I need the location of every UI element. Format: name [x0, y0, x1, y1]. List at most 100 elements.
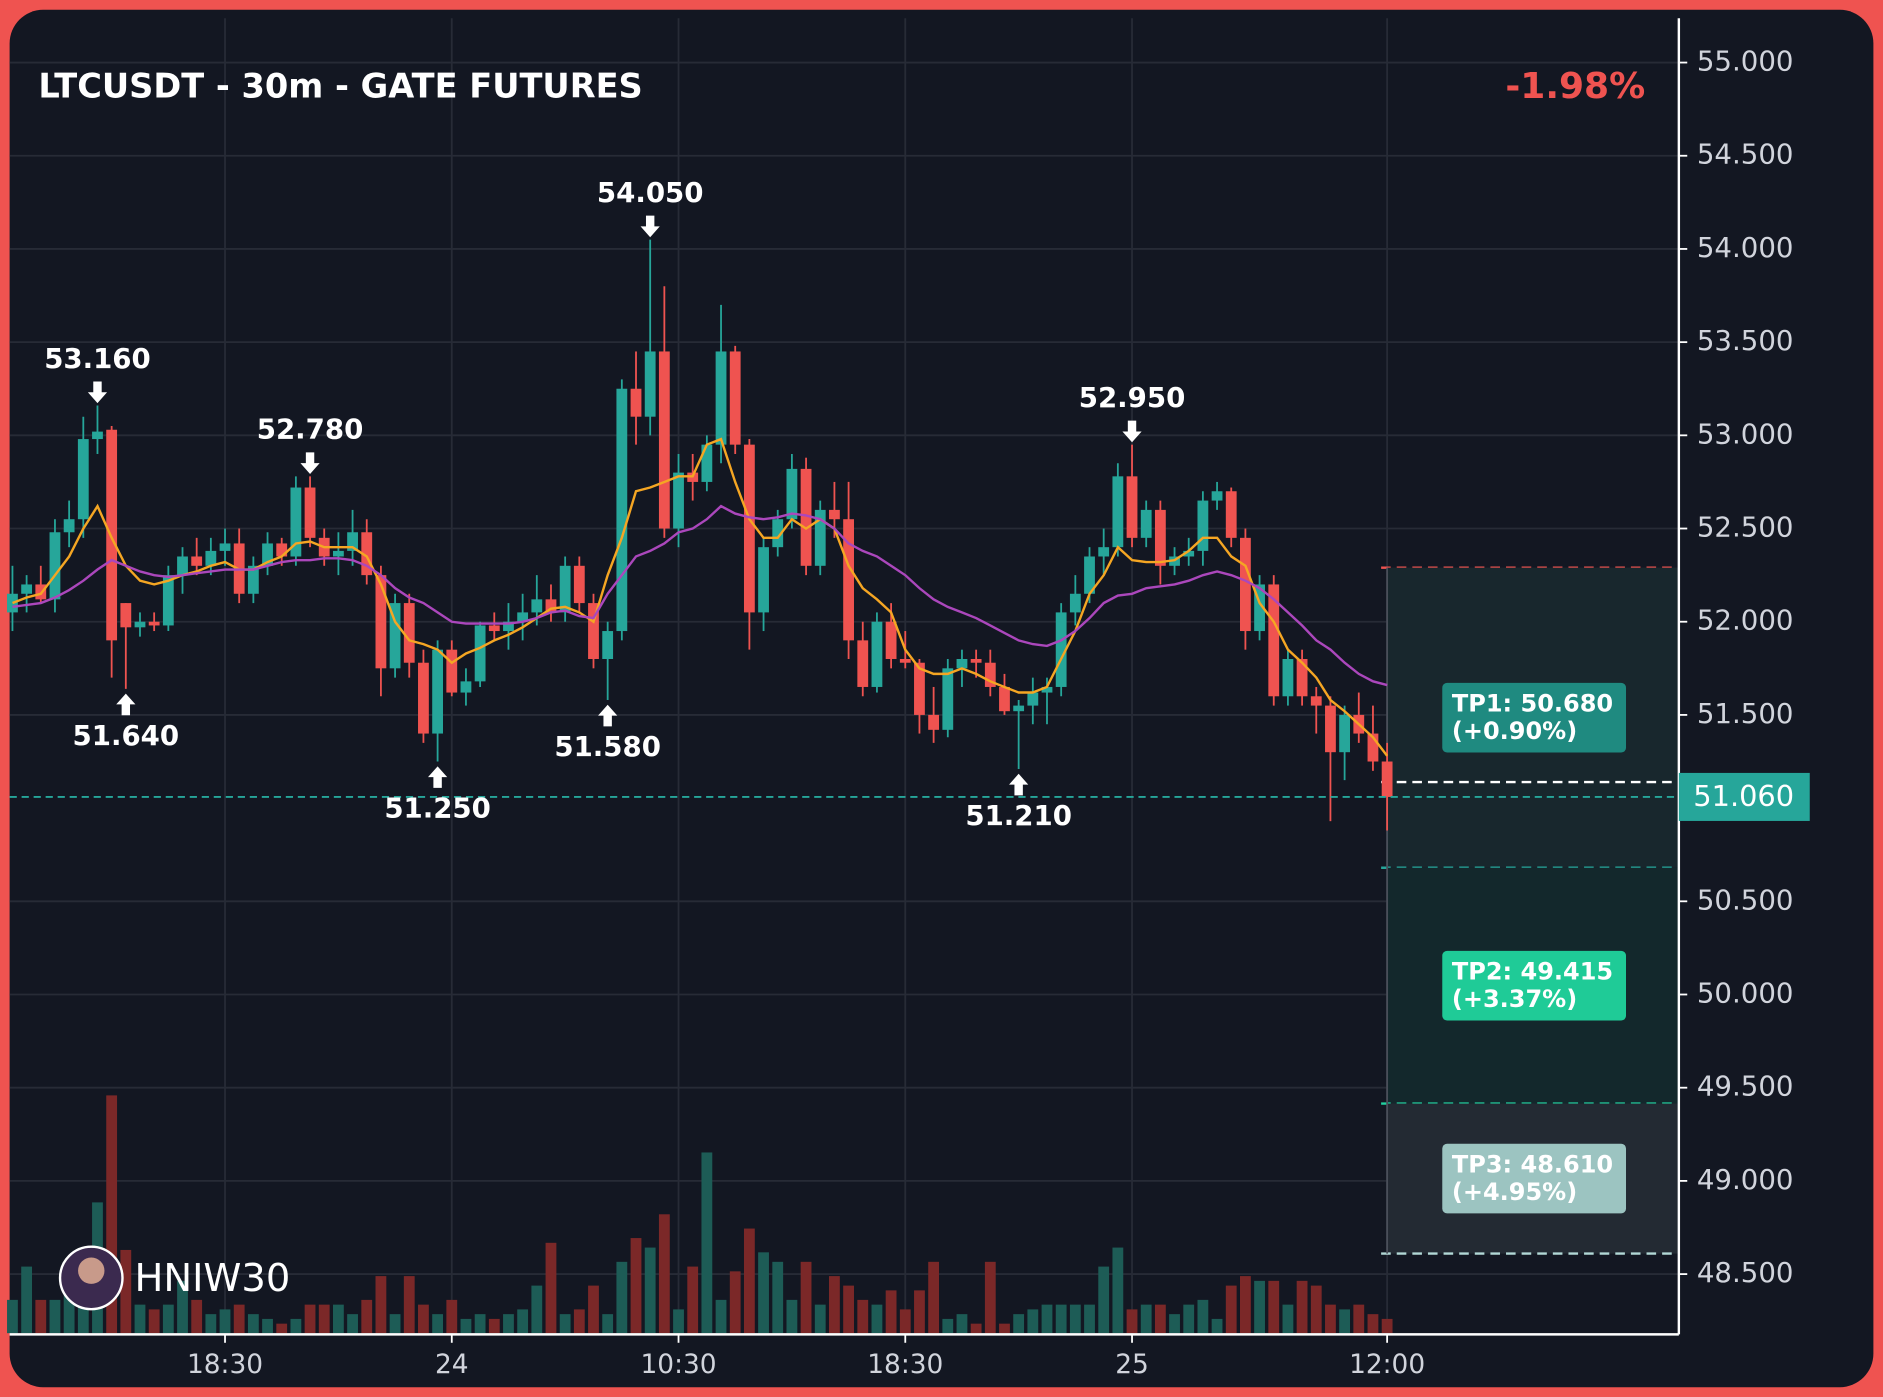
volume-bar — [644, 1247, 656, 1334]
candle-body — [134, 621, 146, 628]
volume-bar — [1055, 1304, 1067, 1334]
level-label: TP1: 50.680 — [1452, 690, 1613, 718]
ma-line — [12, 504, 1388, 687]
candle-body — [658, 351, 670, 529]
candle-body — [1211, 491, 1223, 501]
candle-body — [914, 662, 925, 715]
volume-bar — [616, 1261, 628, 1334]
axes: 55.000 54.500 54.000 53.500 53.000 52.500 52.0… — [9, 18, 1810, 1380]
volume-bar — [49, 1299, 61, 1334]
candle-body — [1325, 705, 1336, 753]
candle-body — [63, 519, 75, 533]
volume-bar — [1197, 1299, 1209, 1334]
volume-bar — [729, 1271, 741, 1334]
level-label: TP3: 48.610 — [1452, 1150, 1613, 1178]
candle-body — [800, 468, 812, 566]
volume-bar — [1098, 1266, 1110, 1334]
last-price-label: 51.060 — [1693, 779, 1794, 813]
volume-bar — [1353, 1304, 1365, 1334]
volume-bar — [1154, 1304, 1166, 1334]
low-label: 51.250 — [384, 792, 491, 825]
x-tick-label: 18:30 — [187, 1349, 263, 1380]
volume-bar — [899, 1309, 911, 1334]
candle-body — [984, 662, 996, 687]
candle-body — [503, 621, 514, 632]
candle-body — [389, 603, 401, 669]
volume-bar — [1069, 1304, 1081, 1334]
volume-bar — [290, 1318, 302, 1334]
candle-body — [361, 532, 373, 576]
candle-body — [1140, 509, 1152, 538]
high-label: 52.950 — [1079, 381, 1186, 414]
y-tick-label: 50.500 — [1697, 883, 1794, 916]
volume-bar — [177, 1280, 188, 1334]
volume-bar — [1041, 1304, 1053, 1334]
candle-body — [332, 550, 344, 557]
chart-title: LTCUSDT - 30m - GATE FUTURES — [38, 66, 642, 105]
volume-bar — [914, 1290, 925, 1334]
volume-bar — [673, 1309, 684, 1334]
y-tick-label: 51.500 — [1697, 697, 1794, 730]
candle-body — [1098, 547, 1110, 557]
candle-body — [885, 621, 897, 660]
candle-body — [474, 625, 486, 682]
volume-bar — [871, 1304, 883, 1334]
volume-bar — [332, 1304, 344, 1334]
candle-body — [247, 565, 259, 594]
avatar-face — [78, 1257, 105, 1284]
candle-body — [1013, 705, 1025, 712]
candle-body — [219, 543, 231, 551]
candle-body — [1296, 659, 1308, 697]
candle-body — [1225, 491, 1237, 538]
volume-bar — [984, 1261, 996, 1334]
candle-body — [49, 532, 61, 600]
volume-bar — [1268, 1280, 1280, 1334]
high-arrow — [1122, 420, 1142, 443]
low-label: 51.210 — [965, 799, 1072, 832]
volume-bar — [488, 1318, 500, 1334]
y-tick-label: 49.000 — [1697, 1163, 1794, 1196]
annotations: 53.160 51.640 52.780 51.250 51.580 54.050 51.2… — [44, 176, 1185, 832]
volume-bar — [7, 1299, 18, 1334]
high-label: 54.050 — [597, 176, 704, 209]
level-label: TP2: 49.415 — [1452, 957, 1613, 985]
volume-bar — [1140, 1304, 1152, 1334]
candle-body — [602, 631, 614, 660]
x-tick-label: 25 — [1115, 1349, 1149, 1380]
candle-body — [1254, 584, 1265, 632]
volume-bar — [1254, 1280, 1265, 1334]
volume-bar — [1211, 1318, 1223, 1334]
volume-bar — [205, 1314, 217, 1334]
volume-bar — [999, 1323, 1010, 1334]
volume-bar — [1126, 1309, 1138, 1334]
candle-body — [1282, 659, 1294, 697]
candle-body — [177, 556, 188, 576]
candle-body — [460, 681, 472, 693]
volume-bar — [970, 1323, 982, 1334]
level-box — [1442, 1143, 1627, 1214]
candle-body — [488, 625, 500, 632]
candle-body — [942, 668, 954, 730]
volume-bar — [545, 1242, 557, 1334]
candle-body — [871, 621, 883, 687]
y-tick-label: 53.500 — [1697, 324, 1794, 357]
candle-body — [999, 686, 1010, 712]
high-arrow — [640, 215, 660, 238]
volume-bar — [474, 1314, 486, 1334]
volume-bar — [1296, 1280, 1308, 1334]
candle-body — [715, 351, 727, 445]
candle-body — [162, 575, 174, 626]
volume-bar — [814, 1304, 826, 1334]
volume-bar — [219, 1309, 231, 1334]
volume-bar — [1169, 1314, 1180, 1334]
candle-body — [446, 649, 458, 693]
high-label: 52.780 — [257, 413, 364, 446]
candle-body — [531, 599, 543, 613]
volume-bar — [77, 1299, 89, 1334]
candle-body — [1027, 692, 1039, 706]
volume-bar — [1183, 1304, 1195, 1334]
candle-body — [701, 444, 713, 482]
level-box — [1442, 950, 1627, 1021]
candle-body — [814, 509, 826, 566]
candle-body — [1154, 509, 1166, 566]
